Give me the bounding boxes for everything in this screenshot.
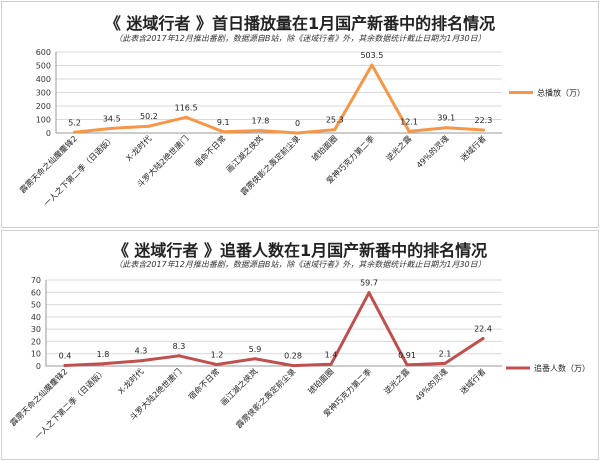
legend-label: 追番人数（万）: [534, 363, 590, 373]
data-label: 50.2: [140, 112, 158, 121]
chart-title: 《 迷域行者 》首日播放量在1月国产新番中的排名情况: [104, 14, 496, 33]
x-tick-label: X-龙时代: [116, 366, 146, 396]
chart-subtitle: （此表含2017年12月推出番剧，数据源自B站，除《迷域行者》外，其余数据统计截…: [114, 34, 486, 43]
data-label: 12.1: [400, 117, 418, 126]
data-point: [405, 363, 409, 367]
x-tick-label: X-龙时代: [124, 133, 154, 163]
data-point: [367, 291, 371, 295]
y-tick-label: 20: [31, 337, 41, 346]
x-tick-label: 琥珀面圈: [309, 133, 339, 163]
y-tick-label: 0: [36, 362, 41, 371]
data-point: [147, 124, 151, 128]
data-label: 503.5: [360, 51, 383, 60]
series-line: [73, 63, 485, 135]
chart-panel-plays: 《 迷域行者 》首日播放量在1月国产新番中的排名情况 （此表含2017年12月推…: [1, 1, 599, 228]
data-point: [333, 128, 337, 132]
data-label: 22.4: [474, 324, 492, 333]
data-label: 59.7: [360, 279, 378, 288]
y-tick-label: 60: [31, 288, 41, 297]
x-tick-label: 迷域行者: [458, 133, 488, 163]
data-label: 1.8: [97, 350, 110, 359]
data-point: [444, 126, 448, 130]
x-tick-label: 逆光之露: [382, 366, 412, 396]
x-tick-label: 49%的灵魂: [413, 366, 450, 403]
data-label: 2.1: [439, 349, 452, 358]
series-line: [63, 291, 485, 368]
y-tick-label: 400: [36, 75, 51, 84]
x-tick-label: 49%的灵魂: [414, 133, 451, 170]
y-tick-label: 200: [36, 102, 51, 111]
data-point: [407, 129, 411, 133]
data-label: 34.5: [103, 114, 121, 123]
chart-panel-followers: 《 迷域行者 》追番人数在1月国产新番中的排名情况 （此表含2017年12月推出…: [1, 230, 599, 460]
data-point: [481, 336, 485, 340]
y-tick-label: 70: [31, 276, 41, 285]
data-label: 1.2: [211, 351, 224, 360]
data-point: [370, 63, 374, 67]
data-label: 0.91: [398, 351, 416, 360]
x-tick-label: 画江湖之侠岚: [224, 133, 265, 174]
y-tick-label: 100: [36, 116, 51, 125]
y-tick-label: 40: [31, 313, 41, 322]
data-point: [291, 364, 295, 368]
chart-title: 《 迷域行者 》追番人数在1月国产新番中的排名情况: [112, 241, 488, 260]
data-point: [481, 128, 485, 132]
data-point: [63, 364, 67, 368]
data-label: 0: [295, 119, 300, 128]
y-tick-label: 500: [36, 62, 51, 71]
data-point: [296, 131, 300, 135]
chart-plays-svg: 0100200300400500600霹雳天命之仙魔鏖锋2一人之下第二季（日语版…: [17, 48, 585, 208]
legend-label: 总播放（万）: [537, 88, 585, 98]
data-point: [101, 362, 105, 366]
data-label: 8.3: [173, 342, 186, 351]
chart-subtitle: （此表含2017年12月推出番剧，数据源自B站，除《迷域行者》外，其余数据统计截…: [114, 260, 486, 269]
data-label: 116.5: [175, 103, 198, 112]
x-tick-label: 一人之下第二季（日语版）: [32, 366, 107, 441]
x-tick-label: 宿命不日常: [192, 133, 227, 168]
data-label: 0.4: [59, 352, 72, 361]
data-label: 1.4: [325, 350, 338, 359]
data-label: 9.1: [217, 118, 230, 127]
x-tick-label: 一人之下第二季（日语版）: [41, 133, 116, 208]
data-label: 5.9: [249, 345, 262, 354]
data-point: [110, 126, 114, 130]
data-label: 25.3: [326, 116, 344, 125]
data-label: 5.2: [68, 118, 81, 127]
data-point: [221, 130, 225, 134]
data-point: [215, 363, 219, 367]
x-tick-label: 霹雳侠影之轰定前尘录: [238, 133, 302, 197]
data-point: [443, 361, 447, 365]
y-tick-label: 0: [46, 129, 51, 138]
data-label: 22.3: [475, 116, 493, 125]
y-tick-label: 30: [31, 325, 41, 334]
data-point: [253, 357, 257, 361]
data-label: 0.28: [284, 352, 302, 361]
y-tick-label: 10: [31, 350, 41, 359]
data-point: [73, 130, 77, 134]
data-point: [258, 129, 262, 133]
y-tick-label: 300: [36, 89, 51, 98]
y-tick-label: 50: [31, 301, 41, 310]
data-point: [139, 359, 143, 363]
data-point: [184, 115, 188, 119]
x-tick-label: 迷域行者: [458, 366, 488, 396]
x-tick-label: 画江湖之侠岚: [218, 366, 259, 407]
y-tick-label: 600: [36, 48, 51, 57]
x-tick-label: 琥珀面圈: [306, 366, 336, 396]
data-label: 39.1: [437, 114, 455, 123]
data-label: 4.3: [135, 347, 148, 356]
x-tick-label: 宿命不日常: [186, 366, 221, 401]
data-point: [329, 362, 333, 366]
x-tick-label: 逆光之露: [384, 133, 414, 163]
data-label: 17.8: [252, 117, 270, 126]
data-point: [177, 354, 181, 358]
